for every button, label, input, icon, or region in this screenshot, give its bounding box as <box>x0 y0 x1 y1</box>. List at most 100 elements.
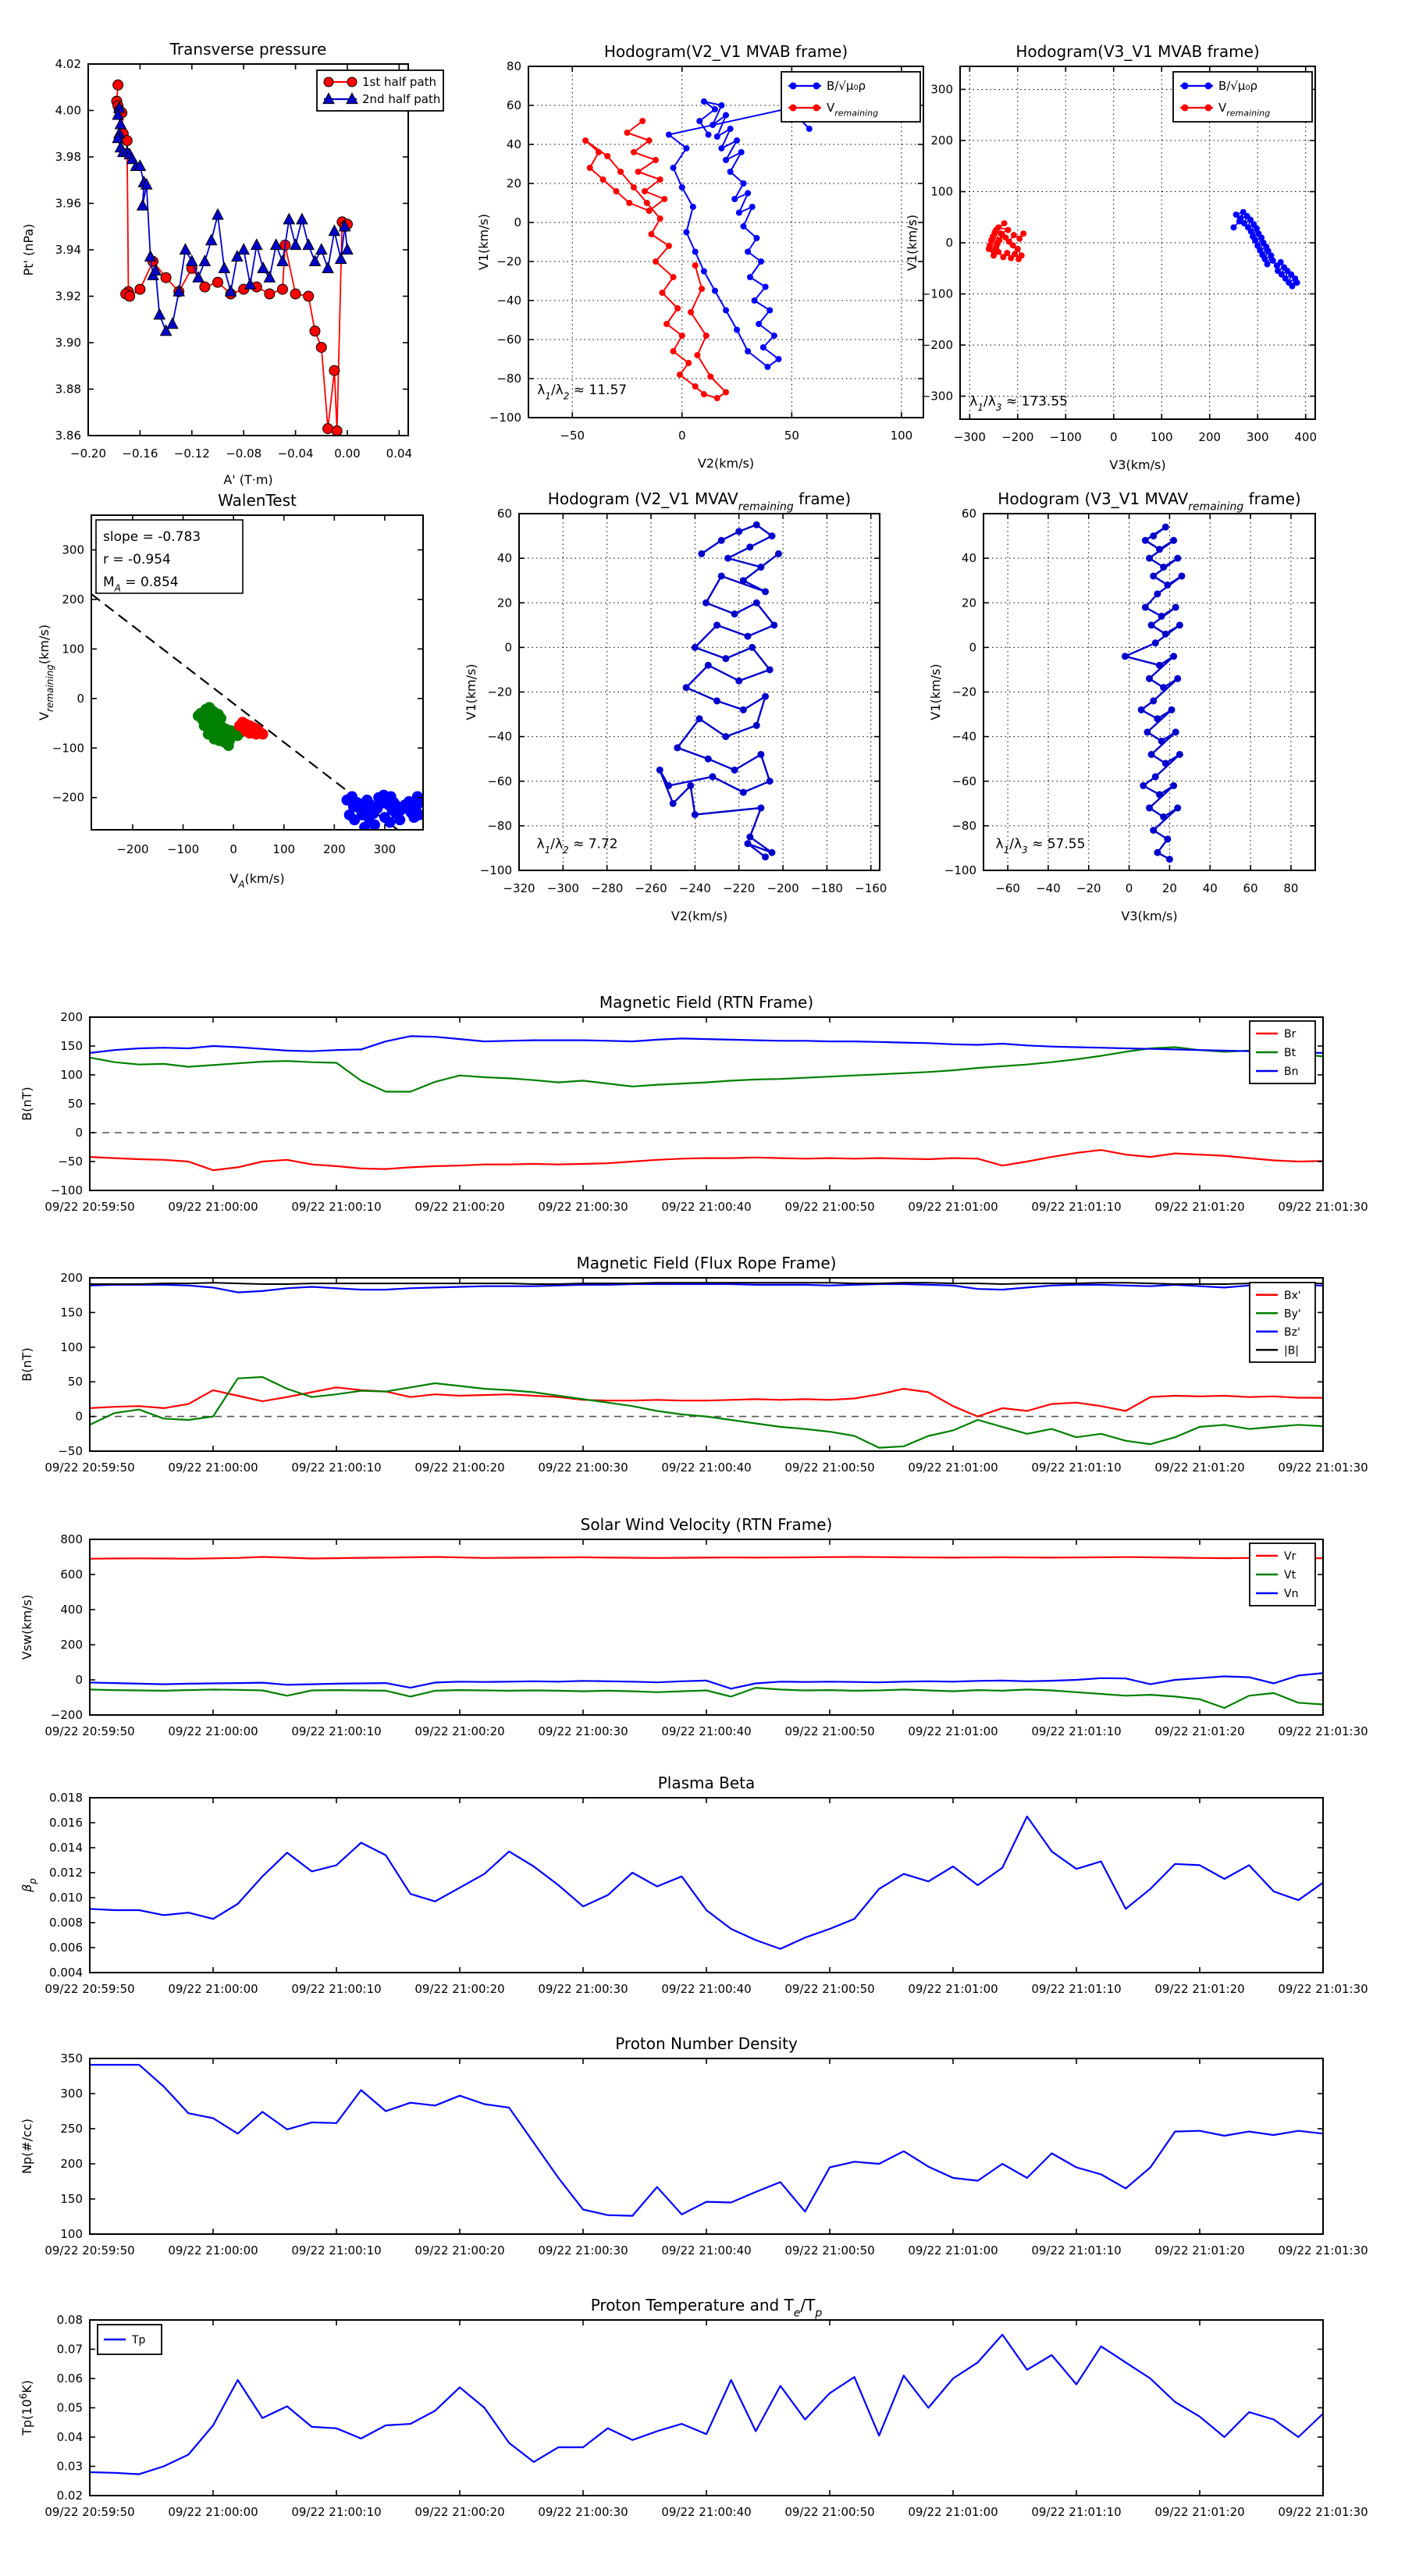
x-tick-label: 300 <box>1247 430 1269 444</box>
marker-B-alfven <box>718 102 725 109</box>
stats-line: slope = -0.783 <box>103 529 201 545</box>
x-axis-label: A' (T·m) <box>223 472 272 487</box>
marker-V-remaining <box>685 360 692 366</box>
marker-V-remaining <box>665 243 672 249</box>
marker-B-alfven <box>1240 208 1247 215</box>
marker-2nd-half-path <box>231 250 244 262</box>
marker-2nd-half-path <box>185 254 198 266</box>
marker-B-alfven <box>713 133 720 140</box>
marker-2nd-half-path <box>136 198 149 211</box>
marker-V-hodogram <box>739 577 747 585</box>
x-tick-label: 09/22 21:00:40 <box>661 1982 751 1996</box>
y-tick-label: 4.00 <box>55 104 81 118</box>
marker-2nd-half-path <box>334 252 347 264</box>
x-tick-label: 20 <box>1162 881 1177 895</box>
marker-V-hodogram <box>1140 781 1147 789</box>
marker-V-remaining <box>1005 238 1012 245</box>
marker-V-remaining <box>639 118 646 124</box>
marker-V-hodogram <box>739 706 747 713</box>
y-tick-label: 100 <box>60 1068 83 1082</box>
axes-frame <box>91 514 424 831</box>
x-tick-label: −280 <box>591 881 623 895</box>
marker-B-alfven <box>670 165 677 171</box>
marker-1st-half-path <box>112 79 124 91</box>
marker-V-hodogram <box>669 799 677 807</box>
marker-1st-half-path <box>322 423 334 435</box>
marker-B-alfven <box>723 307 729 314</box>
marker-2nd-half-path <box>159 324 173 336</box>
axes-frame <box>89 2319 1324 2496</box>
marker-2nd-half-path <box>283 212 296 225</box>
y-tick-label: −20 <box>496 254 521 269</box>
x-tick-label: 09/22 21:00:10 <box>291 1461 381 1475</box>
marker-V-hodogram <box>752 721 760 729</box>
x-tick-label: 09/22 21:00:40 <box>661 1724 751 1738</box>
y-tick-label: −300 <box>921 390 953 404</box>
marker-2nd-half-path <box>114 117 127 130</box>
marker <box>346 92 358 105</box>
legend-label: Bn <box>1284 1066 1298 1078</box>
marker-V-hodogram <box>702 599 710 607</box>
series-group <box>111 79 354 436</box>
series-Vn <box>89 1672 1324 1690</box>
marker-V-hodogram <box>1147 621 1155 629</box>
x-tick-label: 09/22 21:01:30 <box>1278 2243 1368 2258</box>
legend-label: |B| <box>1284 1344 1299 1357</box>
x-tick-label: 09/22 21:00:20 <box>414 1461 504 1475</box>
marker-2nd-half-path <box>322 262 334 273</box>
x-tick-label: 09/22 21:00:20 <box>414 2505 504 2519</box>
y-tick-label: −100 <box>921 287 953 301</box>
marker-V-remaining <box>624 130 631 136</box>
y-tick-label: 20 <box>962 596 976 610</box>
marker-V-hodogram <box>1172 603 1179 611</box>
marker-V-remaining <box>1005 226 1012 233</box>
marker-V-hodogram <box>746 833 754 841</box>
y-tick-label: −200 <box>51 1708 83 1722</box>
series-group <box>985 208 1300 290</box>
x-tick-label: 09/22 21:00:40 <box>661 1461 751 1475</box>
marker-B-alfven <box>746 274 753 280</box>
marker-2nd-half-path <box>237 243 251 255</box>
marker-2nd-half-path <box>112 108 125 120</box>
marker-1st-half-path <box>160 272 172 283</box>
legend-label: Vr <box>1284 1550 1297 1563</box>
marker-B-alfven <box>806 126 813 132</box>
y-axis-label: V1(km/s) <box>928 664 943 720</box>
marker-B-alfven <box>700 268 707 275</box>
marker-V-hodogram <box>1154 849 1161 856</box>
y-tick-label: 0 <box>945 236 953 250</box>
series-Bt <box>89 1046 1324 1093</box>
axes-frame <box>89 2058 1324 2235</box>
x-tick-label: −0.20 <box>70 447 106 461</box>
series-group <box>89 2333 1324 2475</box>
marker-V-hodogram <box>1176 750 1183 758</box>
marker-B-alfven <box>1264 247 1272 254</box>
y-tick-label: 0.05 <box>57 2401 83 2415</box>
x-tick-label: 09/22 21:00:40 <box>661 1200 751 1214</box>
marker-B-alfven <box>727 126 734 132</box>
y-tick-label: 40 <box>507 137 521 151</box>
chart-plasma_beta: 09/22 20:59:50 09/22 21:00:00 09/22 21:00:… <box>20 1774 1368 1996</box>
marker-V-hodogram <box>713 621 721 629</box>
marker-second-half <box>368 819 380 831</box>
x-axis-label: V2(km/s) <box>671 909 727 923</box>
y-tick-label: 0 <box>75 1673 83 1687</box>
x-tick-label: 09/22 20:59:50 <box>44 1200 134 1214</box>
x-tick-label: 09/22 21:00:10 <box>291 2243 381 2258</box>
x-tick-label: 09/22 21:00:30 <box>538 1200 628 1214</box>
x-axis-label: VA(km/s) <box>229 871 284 890</box>
marker <box>789 104 797 112</box>
stats-line: r = -0.954 <box>103 552 171 568</box>
marker-V-remaining <box>643 200 650 206</box>
x-tick-label: 09/22 21:01:30 <box>1278 1724 1368 1738</box>
x-tick-label: 09/22 21:01:20 <box>1154 1982 1244 1996</box>
marker-V-hodogram <box>762 588 770 596</box>
x-tick-label: 09/22 21:00:00 <box>168 1200 258 1214</box>
marker-V-remaining <box>991 252 998 259</box>
marker-2nd-half-path <box>149 264 162 276</box>
marker-V-hodogram <box>695 715 703 723</box>
marker-1st-half-path <box>309 326 321 337</box>
marker-V-hodogram <box>1121 653 1129 660</box>
marker-V-remaining <box>1012 251 1019 258</box>
